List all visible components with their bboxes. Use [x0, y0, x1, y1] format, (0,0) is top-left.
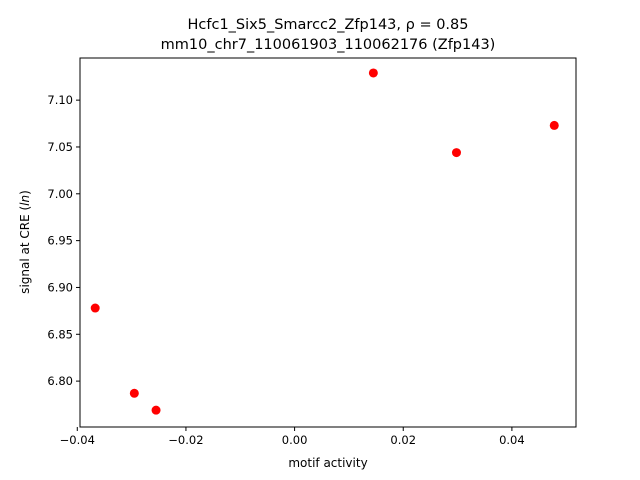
- y-tick-label: 6.95: [47, 234, 73, 248]
- axes-frame: [79, 57, 577, 428]
- y-axis-label: signal at CRE (ln): [18, 190, 32, 294]
- chart-title-line1: Hcfc1_Six5_Smarcc2_Zfp143, ρ = 0.85: [188, 17, 469, 33]
- x-tick-label: −0.02: [168, 433, 203, 447]
- y-tick-label: 7.05: [47, 140, 73, 154]
- y-axis-ticks: 6.80 6.85 6.90 6.95 7.00 7.05 7.10: [47, 93, 80, 388]
- y-tick-label: 6.85: [47, 327, 73, 341]
- chart-title-line2: mm10_chr7_110061903_110062176 (Zfp143): [161, 37, 496, 53]
- data-point: [451, 148, 461, 158]
- y-tick-label: 7.10: [47, 93, 73, 107]
- data-point: [90, 303, 100, 313]
- x-tick-label: 0.02: [390, 433, 416, 447]
- data-points: [90, 68, 559, 415]
- data-point: [368, 68, 378, 78]
- data-point: [129, 388, 139, 398]
- x-tick-label: 0.04: [499, 433, 525, 447]
- x-tick-label: −0.04: [60, 433, 95, 447]
- data-point: [549, 120, 559, 130]
- plot-area: −0.04 −0.02 0.00 0.02 0.04 6.80 6.85 6.90 6.95 7…: [47, 57, 577, 447]
- data-point: [151, 405, 161, 415]
- y-tick-label: 6.80: [47, 374, 73, 388]
- x-axis-label: motif activity: [288, 456, 367, 470]
- y-tick-label: 6.90: [47, 280, 73, 294]
- y-tick-label: 7.00: [47, 187, 73, 201]
- x-tick-label: 0.00: [282, 433, 308, 447]
- x-axis-ticks: −0.04 −0.02 0.00 0.02 0.04: [60, 427, 525, 447]
